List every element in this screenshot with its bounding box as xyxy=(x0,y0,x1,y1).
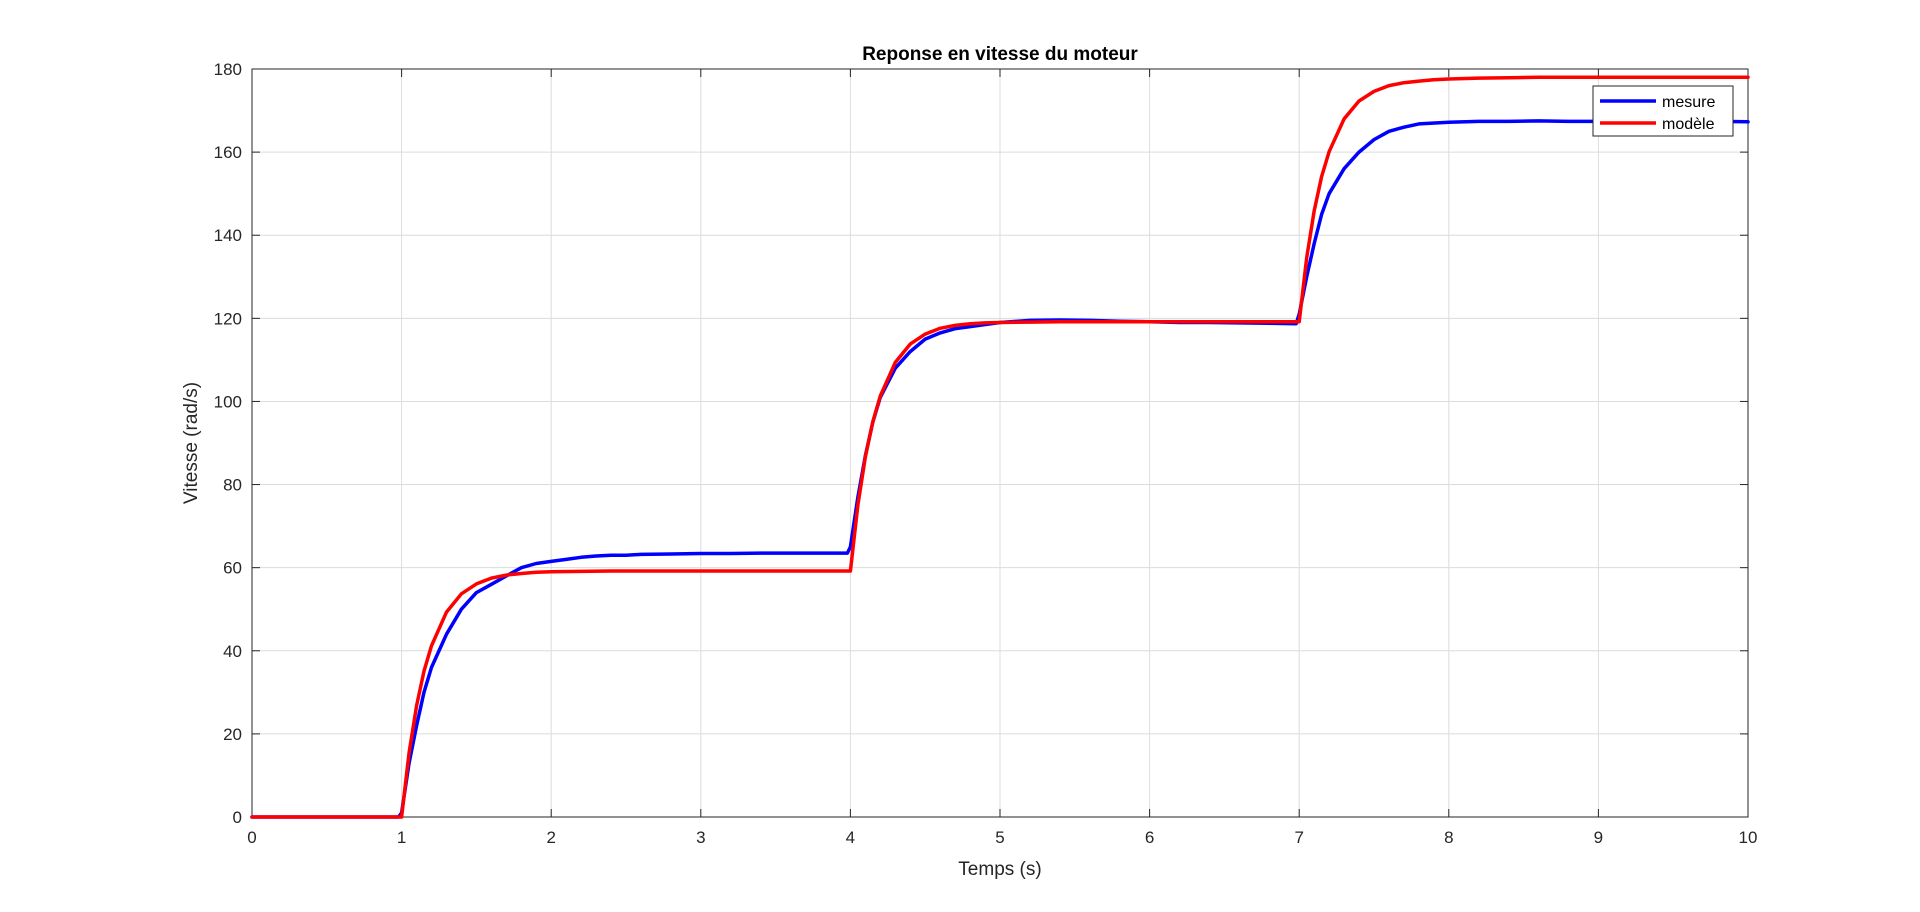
x-axis-label: Temps (s) xyxy=(958,859,1041,880)
series-line-modele xyxy=(250,75,1750,819)
legend: mesure modèle xyxy=(1592,85,1734,137)
y-tick-label: 0 xyxy=(233,808,242,827)
y-tick-label: 180 xyxy=(214,60,242,79)
x-tick-label: 2 xyxy=(546,828,555,847)
x-tick-label: 8 xyxy=(1444,828,1453,847)
series-lines xyxy=(250,75,1750,819)
y-axis-label: Vitesse (rad/s) xyxy=(181,382,202,504)
x-tick-label: 1 xyxy=(397,828,406,847)
y-tick-label: 20 xyxy=(223,725,242,744)
legend-label: modèle xyxy=(1662,116,1715,133)
y-tick-label: 80 xyxy=(223,476,242,495)
y-tick-label: 60 xyxy=(223,559,242,578)
x-tick-label: 4 xyxy=(846,828,855,847)
y-tick-label: 160 xyxy=(214,143,242,162)
x-tick-label: 0 xyxy=(247,828,256,847)
y-tick-label: 120 xyxy=(214,309,242,328)
series-line-mesure xyxy=(250,119,1750,819)
chart-title: Reponse en vitesse du moteur xyxy=(862,44,1138,65)
x-tick-label: 3 xyxy=(696,828,705,847)
x-tick-label: 5 xyxy=(995,828,1004,847)
x-tick-label: 7 xyxy=(1294,828,1303,847)
x-tick-label: 10 xyxy=(1739,828,1758,847)
y-tick-label: 140 xyxy=(214,226,242,245)
legend-box xyxy=(1592,85,1734,137)
y-tick-label: 100 xyxy=(214,392,242,411)
x-tick-label: 6 xyxy=(1145,828,1154,847)
legend-label: mesure xyxy=(1662,94,1715,111)
y-tick-label: 40 xyxy=(223,642,242,661)
x-tick-label: 9 xyxy=(1594,828,1603,847)
